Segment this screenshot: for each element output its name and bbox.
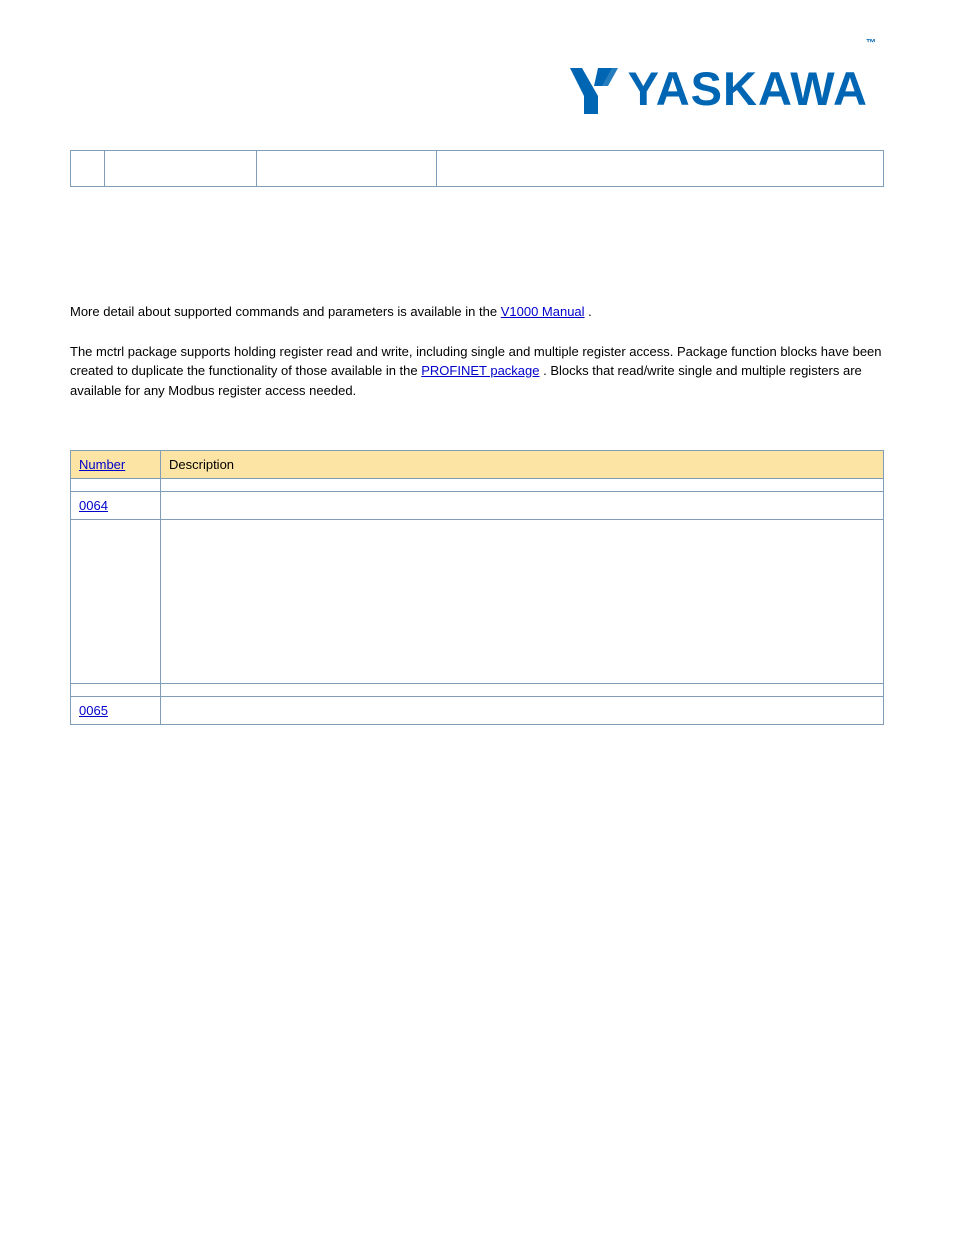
profinet-package-link[interactable]: PROFINET package [421, 363, 539, 378]
v1000-manual-link[interactable]: V1000 Manual [501, 304, 585, 319]
paragraph: More detail about supported commands and… [70, 302, 884, 322]
table-row: 0064 [71, 492, 884, 520]
cell-description [161, 520, 884, 684]
row-number-link[interactable]: 0064 [79, 498, 108, 513]
brand-mark-icon [568, 62, 620, 114]
body-content: More detail about supported commands and… [70, 302, 884, 400]
cell-description [161, 479, 884, 492]
details-table-body: 0064 0065 [71, 479, 884, 725]
cell-description [161, 492, 884, 520]
header-number-link[interactable]: Number [79, 457, 125, 472]
cell-description [161, 684, 884, 697]
rev-cell [437, 151, 884, 187]
rev-cell [105, 151, 257, 187]
cell-number [71, 479, 161, 492]
revision-header-table [70, 150, 884, 187]
cell-number [71, 684, 161, 697]
cell-number: 0064 [71, 492, 161, 520]
text: More detail about supported commands and… [70, 304, 501, 319]
table-row: 0065 [71, 697, 884, 725]
cell-description [161, 697, 884, 725]
cell-number: 0065 [71, 697, 161, 725]
details-table: Number Description 0064 0065 [70, 450, 884, 725]
text: . [588, 304, 592, 319]
table-header-number: Number [71, 451, 161, 479]
rev-cell [257, 151, 437, 187]
cell-number [71, 520, 161, 684]
paragraph: The mctrl package supports holding regis… [70, 342, 884, 401]
table-row [71, 684, 884, 697]
brand-logo: YASKAWA™ [568, 62, 879, 114]
rev-cell [71, 151, 105, 187]
brand-wordmark: YASKAWA™ [628, 65, 879, 112]
table-row [71, 520, 884, 684]
table-header-description: Description [161, 451, 884, 479]
row-number-link[interactable]: 0065 [79, 703, 108, 718]
table-row [71, 479, 884, 492]
